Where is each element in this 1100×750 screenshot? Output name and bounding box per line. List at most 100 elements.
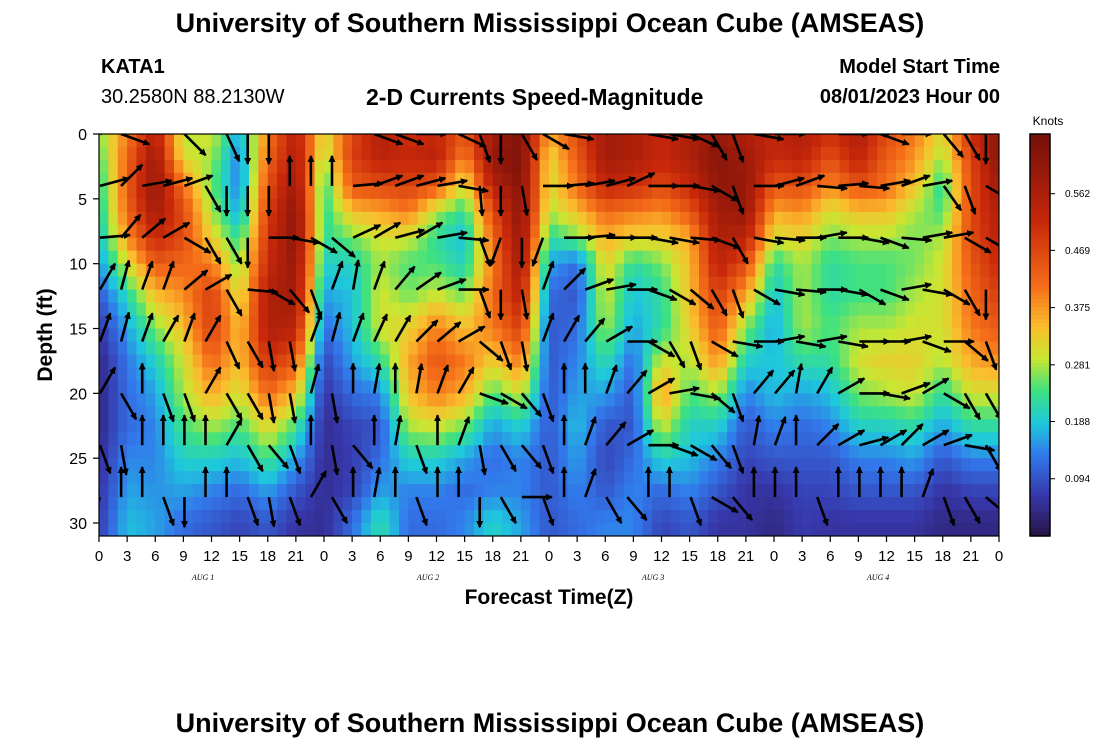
heatmap-cell [314, 302, 325, 317]
heatmap-cell [174, 510, 184, 524]
heatmap-cell [249, 250, 259, 265]
heatmap-cell [427, 185, 438, 200]
heatmap-cell [961, 250, 972, 265]
heatmap-cell [755, 354, 766, 369]
heatmap-cell [305, 484, 316, 498]
heatmap-cell [924, 250, 934, 265]
heatmap-cell [624, 237, 634, 252]
heatmap-cell [905, 497, 916, 511]
heatmap-cell [652, 432, 663, 446]
heatmap-cell [399, 341, 409, 356]
heatmap-cell [624, 289, 634, 304]
heatmap-cell [567, 497, 578, 511]
heatmap-cell [352, 250, 363, 265]
heatmap-cell [924, 315, 934, 330]
heatmap-cell [774, 224, 784, 239]
heatmap-cell [192, 159, 203, 174]
heatmap-cell [614, 159, 625, 174]
colorbar-cell [1030, 467, 1050, 473]
heatmap-cell [520, 458, 531, 472]
x-tick-label: 21 [513, 548, 530, 565]
heatmap-cell [295, 432, 306, 446]
current-vector [478, 185, 486, 217]
heatmap-cell [699, 458, 709, 472]
current-vector [225, 340, 241, 370]
heatmap-cell [220, 497, 231, 511]
heatmap-cell [670, 159, 681, 174]
heatmap-cell [886, 510, 897, 524]
heatmap-cell [680, 471, 691, 485]
heatmap-cell [502, 432, 513, 446]
heatmap-cell [352, 289, 363, 304]
heatmap-cell [886, 471, 897, 485]
heatmap-cell [858, 354, 869, 369]
heatmap-cell [586, 341, 597, 356]
heatmap-cell [895, 458, 906, 472]
heatmap-cell [145, 367, 156, 381]
heatmap-cell [652, 172, 663, 187]
heatmap-cell [417, 367, 428, 381]
heatmap-cell [492, 367, 503, 381]
heatmap-cell [952, 354, 963, 369]
heatmap-cell [577, 406, 588, 420]
page-title: University of Southern Mississippi Ocean… [175, 8, 925, 38]
heatmap-cell [755, 432, 766, 446]
heatmap-cell [717, 471, 728, 485]
heatmap-cell [727, 211, 738, 226]
heatmap-cell [586, 458, 597, 472]
heatmap-cell [117, 185, 128, 200]
heatmap-cell [670, 471, 681, 485]
heatmap-cell [249, 393, 259, 407]
heatmap-cell [605, 445, 616, 459]
heatmap-cell [389, 185, 400, 200]
heatmap-cell [745, 354, 756, 369]
heatmap-cell [830, 172, 841, 187]
heatmap-cell [370, 198, 381, 213]
heatmap-cell [380, 172, 391, 187]
heatmap-cell [942, 419, 953, 433]
heatmap-cell [324, 185, 334, 200]
heatmap-cell [549, 198, 559, 213]
current-vector [372, 466, 382, 498]
heatmap-cell [445, 211, 456, 226]
heatmap-cell [117, 523, 128, 536]
heatmap-cell [989, 250, 999, 265]
heatmap-cell [820, 458, 831, 472]
current-vector [816, 230, 848, 239]
heatmap-cell [989, 328, 999, 343]
current-vector [711, 340, 739, 358]
heatmap-cell [924, 445, 934, 459]
heatmap-cell [136, 445, 147, 459]
heatmap-cell [155, 419, 166, 433]
current-vector [585, 232, 616, 240]
heatmap-cell [624, 134, 634, 148]
colorbar-cell [1030, 194, 1050, 199]
heatmap-cell [436, 134, 447, 148]
heatmap-cell [802, 458, 813, 472]
heatmap-cell [155, 250, 166, 265]
heatmap-cell [511, 198, 522, 213]
heatmap-cell [174, 159, 184, 174]
heatmap-cell [895, 523, 906, 536]
heatmap-cell [642, 458, 653, 472]
heatmap-cell [895, 315, 906, 330]
heatmap-cell [839, 263, 850, 278]
heatmap-cell [764, 523, 775, 536]
heatmap-cell [183, 250, 194, 265]
heatmap-cell [942, 159, 953, 174]
heatmap-cell [970, 393, 981, 407]
current-vector [162, 496, 175, 527]
heatmap-cell [717, 237, 728, 252]
heatmap-cell [558, 354, 569, 369]
heatmap-cell [595, 211, 606, 226]
heatmap-cell [820, 172, 831, 187]
heatmap-cell [858, 172, 869, 187]
heatmap-cell [689, 510, 700, 524]
heatmap-cell [708, 380, 719, 394]
current-vector [437, 134, 442, 136]
heatmap-cell [755, 237, 766, 252]
heatmap-cell [464, 497, 475, 511]
heatmap-cell [933, 510, 944, 524]
heatmap-cell [258, 224, 269, 239]
heatmap-cell [174, 185, 184, 200]
